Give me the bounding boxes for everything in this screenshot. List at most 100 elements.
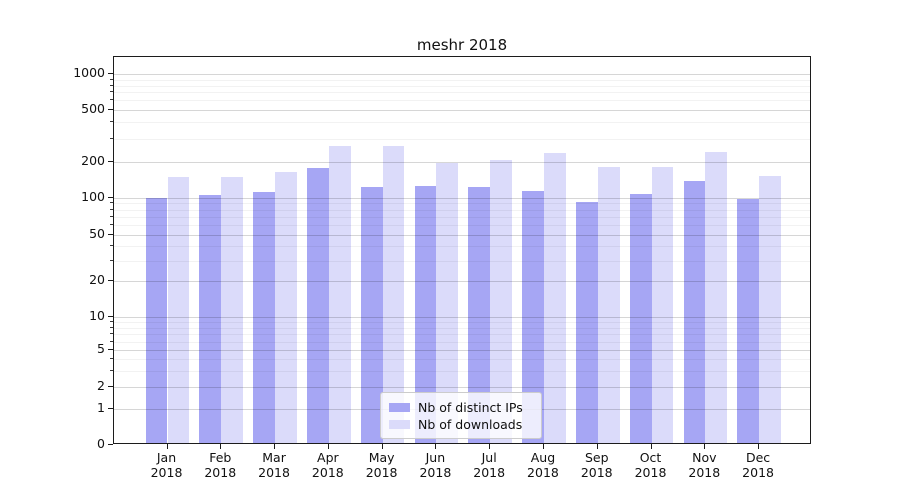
xtick-year-text: 2018	[204, 465, 237, 480]
bar-downloads-mar-2018	[275, 172, 297, 443]
bar-downloads-sep-2018	[597, 166, 620, 443]
legend-swatch-downloads-icon	[389, 419, 410, 429]
xtick-month-text: Sep	[584, 450, 609, 465]
chart-title: meshr 2018	[416, 36, 508, 54]
y-minor-tick-800	[110, 84, 113, 86]
gridline-major-500	[114, 109, 810, 111]
xtick-year-text: 2018	[365, 465, 398, 480]
xtick-year-text: 2018	[634, 465, 667, 480]
y-tick-20	[108, 280, 113, 281]
bar-distinct-ips-mar-2018	[253, 191, 276, 443]
bar-downloads-dec-2018	[759, 176, 781, 443]
x-tick-nov	[704, 444, 706, 449]
xtick-label-sep-2018: Sep 2018	[567, 450, 627, 480]
bar-distinct-ips-jun-2018	[414, 186, 437, 443]
xtick-year-text: 2018	[527, 465, 559, 480]
xtick-label-may-2018: May 2018	[352, 450, 412, 480]
y-minor-tick-70	[110, 216, 113, 218]
gridline-minor-900	[114, 79, 810, 81]
bar-distinct-ips-may-2018	[360, 187, 383, 443]
legend-entry-distinct-ips: Nb of distinct IPs	[389, 399, 533, 415]
xtick-month-text: Mar	[262, 450, 286, 465]
xtick-month-text: Apr	[317, 450, 339, 465]
xtick-year-text: 2018	[580, 465, 613, 480]
y-minor-tick-9	[110, 321, 113, 323]
xtick-year-text: 2018	[311, 465, 344, 480]
xtick-label-oct-2018: Oct 2018	[621, 450, 681, 480]
xtick-label-nov-2018: Nov 2018	[674, 450, 734, 480]
y-tick-1	[108, 407, 113, 409]
gridline-minor-400	[114, 122, 810, 124]
y-minor-tick-40	[110, 245, 113, 247]
xtick-month-text: Oct	[639, 450, 662, 465]
y-tick-1000	[108, 73, 113, 75]
bar-distinct-ips-aug-2018	[522, 190, 544, 443]
bar-distinct-ips-sep-2018	[575, 202, 598, 443]
gridline-minor-600	[114, 100, 810, 102]
xtick-label-apr-2018: Apr 2018	[298, 450, 358, 480]
ytick-label-1: 1	[97, 399, 105, 415]
legend-swatch-distinct-ips-icon	[389, 402, 410, 412]
y-minor-tick-6	[110, 340, 113, 342]
bar-downloads-feb-2018	[221, 177, 244, 443]
xtick-month-text: Jun	[425, 450, 446, 465]
bar-distinct-ips-dec-2018	[737, 199, 760, 443]
bar-downloads-may-2018	[382, 146, 405, 443]
xtick-year-text: 2018	[688, 465, 721, 480]
xtick-year-text: 2018	[258, 465, 290, 480]
ytick-label-50: 50	[89, 226, 105, 242]
y-minor-tick-90	[110, 202, 113, 204]
legend-label-distinct-ips: Nb of distinct IPs	[418, 399, 523, 415]
bar-distinct-ips-feb-2018	[199, 195, 222, 443]
gridline-minor-800	[114, 85, 810, 87]
xtick-month-text: Jul	[481, 450, 497, 465]
xtick-month-text: Aug	[530, 450, 556, 465]
ytick-label-500: 500	[81, 100, 105, 116]
xtick-month-text: Feb	[209, 450, 232, 465]
x-tick-apr	[327, 444, 329, 449]
y-minor-tick-60	[110, 224, 113, 226]
y-minor-tick-900	[110, 78, 113, 80]
xtick-year-text: 2018	[419, 465, 452, 480]
x-tick-feb	[220, 444, 222, 449]
ytick-label-5: 5	[97, 341, 105, 357]
xtick-month-text: Jan	[156, 450, 177, 465]
ytick-label-100: 100	[81, 188, 105, 204]
x-tick-jul	[489, 444, 491, 449]
plot-area	[113, 56, 811, 444]
y-minor-tick-8	[110, 326, 113, 328]
ytick-label-200: 200	[81, 152, 105, 168]
x-tick-jan	[166, 444, 168, 449]
y-tick-500	[108, 108, 113, 110]
xtick-label-feb-2018: Feb 2018	[190, 450, 250, 480]
xtick-label-jul-2018: Jul 2018	[459, 450, 519, 480]
x-tick-may	[381, 444, 383, 449]
bar-downloads-jul-2018	[490, 160, 512, 443]
xtick-label-aug-2018: Aug 2018	[513, 450, 573, 480]
bar-downloads-nov-2018	[705, 151, 728, 443]
bar-distinct-ips-jan-2018	[145, 197, 168, 443]
legend-entry-downloads: Nb of downloads	[389, 416, 533, 432]
y-tick-2	[108, 386, 113, 387]
y-tick-10	[108, 316, 113, 317]
bar-downloads-jan-2018	[167, 176, 190, 443]
y-minor-tick-3	[110, 369, 113, 371]
y-tick-5	[108, 349, 113, 351]
y-tick-50	[108, 234, 113, 236]
xtick-month-text: Nov	[692, 450, 717, 465]
xtick-label-dec-2018: Dec 2018	[728, 450, 788, 480]
ytick-label-10: 10	[89, 308, 105, 323]
bar-distinct-ips-oct-2018	[629, 193, 652, 443]
bar-downloads-apr-2018	[328, 146, 351, 443]
x-tick-aug	[542, 444, 544, 449]
bar-distinct-ips-jul-2018	[468, 186, 491, 443]
y-minor-tick-80	[110, 208, 113, 210]
bar-distinct-ips-nov-2018	[683, 180, 706, 443]
y-minor-tick-7	[110, 333, 113, 335]
y-tick-200	[108, 160, 113, 162]
legend-label-downloads: Nb of downloads	[418, 416, 523, 432]
y-minor-tick-300	[110, 137, 113, 139]
x-tick-oct	[650, 444, 652, 449]
ytick-label-0: 0	[97, 436, 105, 452]
